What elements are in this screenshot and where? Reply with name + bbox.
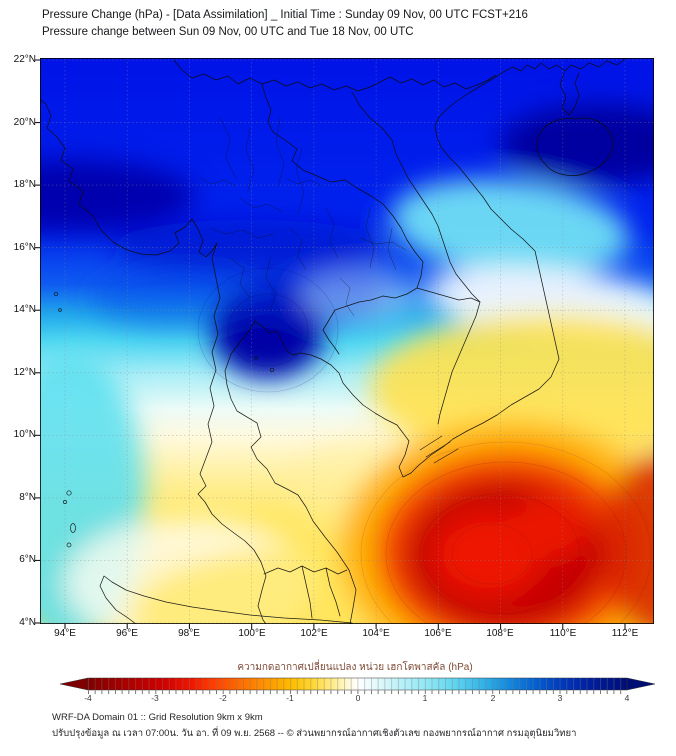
lat-label: 6°N <box>19 554 36 565</box>
red-core-east <box>507 496 587 560</box>
colorbar-tick: -2 <box>219 693 227 703</box>
mekong-delta-channels <box>419 435 459 464</box>
footer-domain-info: WRF-DA Domain 01 :: Grid Resolution 9km … <box>52 712 263 723</box>
lat-label: 22°N <box>13 54 36 65</box>
map-frame <box>40 58 655 625</box>
border-mekong-laos-cambodia <box>261 83 424 355</box>
lat-label: 14°N <box>13 304 36 315</box>
map-title: Pressure Change (hPa) - [Data Assimilati… <box>42 9 528 21</box>
lat-label: 18°N <box>13 179 36 190</box>
lat-label: 10°N <box>13 429 36 440</box>
province-borders <box>199 117 407 317</box>
contour-lines <box>197 113 654 624</box>
navy-band-west <box>40 160 195 232</box>
colorbar-label: ความกดอากาศเปลี่ยนแปลง หน่วย เฮกโตพาสคัล… <box>237 662 473 673</box>
lon-label: 94°E <box>54 628 76 639</box>
pressure-change-map <box>35 58 655 629</box>
colorbar-segments <box>88 678 627 690</box>
lon-label: 110°E <box>549 628 577 639</box>
hainan-island <box>536 117 614 176</box>
colorbar-tick: -4 <box>84 693 92 703</box>
lat-label: 4°N <box>19 617 36 628</box>
coast-myanmar-thailand-malaysia <box>40 99 267 624</box>
colorbar-tick: 1 <box>422 693 428 703</box>
lat-label: 12°N <box>13 367 36 378</box>
navy-band-16n <box>110 220 390 272</box>
footer-update-info: ปรับปรุงข้อมูล ณ เวลา 07:00น. วัน อา. ที… <box>52 727 577 739</box>
lat-label: 20°N <box>13 117 36 128</box>
leizhou-peninsula <box>559 72 580 116</box>
pressure-field <box>40 58 654 624</box>
red-east-edge <box>602 452 654 624</box>
colorbar-right-arrow <box>626 677 655 691</box>
colorbar-tick: 3 <box>557 693 563 703</box>
colorbar-minor-ticks <box>88 690 627 694</box>
yellow-field-east <box>370 313 654 463</box>
lon-label: 104°E <box>362 628 390 639</box>
coast-sumatra <box>99 575 353 624</box>
colorbar-left-arrow <box>59 677 89 691</box>
blue-band <box>90 268 270 328</box>
colorbar-tick: 0 <box>355 693 361 703</box>
lon-label: 112°E <box>611 628 639 639</box>
lon-label: 108°E <box>486 628 514 639</box>
lon-label: 102°E <box>300 628 328 639</box>
footer-block: WRF-DA Domain 01 :: Grid Resolution 9km … <box>52 710 576 741</box>
colorbar-tick: 4 <box>624 693 630 703</box>
border-malaysia <box>263 565 348 619</box>
lon-label: 106°E <box>424 628 452 639</box>
navy-blob-hainan-east <box>500 104 654 184</box>
pale-patch <box>300 270 420 322</box>
lon-label: 100°E <box>238 628 266 639</box>
islands <box>53 291 275 548</box>
border-china-south <box>173 59 497 92</box>
lon-label: 98°E <box>178 628 200 639</box>
axis-ticks <box>35 59 626 629</box>
map-subtitle: Pressure change between Sun 09 Nov, 00 U… <box>42 26 414 38</box>
border-cambodia-laos <box>416 287 481 303</box>
title-block: Pressure Change (hPa) - [Data Assimilati… <box>42 7 528 41</box>
colorbar <box>59 677 655 694</box>
colorbar-tick: -3 <box>151 693 159 703</box>
lon-label: 96°E <box>116 628 138 639</box>
lat-label: 8°N <box>19 492 36 503</box>
border-laos-vietnam <box>351 91 481 425</box>
colorbar-tick: -1 <box>286 693 294 703</box>
colorbar-tick: 2 <box>490 693 496 703</box>
coastlines <box>40 58 626 624</box>
lat-label: 16°N <box>13 242 36 253</box>
